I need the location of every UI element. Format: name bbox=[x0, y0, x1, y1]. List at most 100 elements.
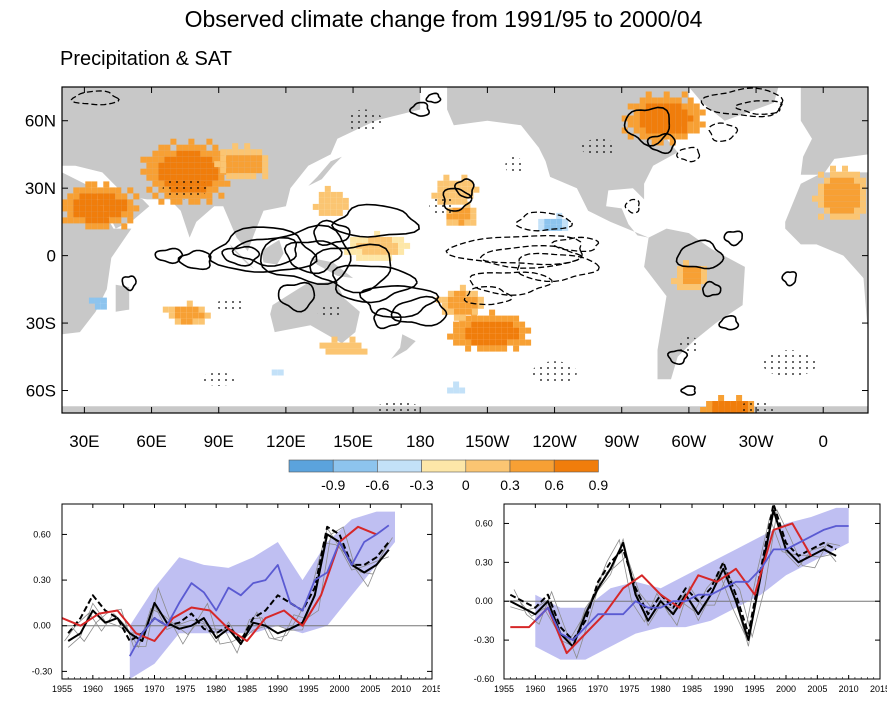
contour-negative bbox=[551, 236, 600, 253]
map-x-tick-label: 60W bbox=[671, 432, 706, 451]
significance-stipple bbox=[581, 138, 618, 157]
anomaly-region bbox=[62, 181, 140, 230]
contour-positive bbox=[453, 178, 475, 199]
contour-negative bbox=[479, 244, 583, 266]
contour-positive bbox=[231, 236, 298, 267]
x-tick-label: 1985 bbox=[682, 684, 702, 694]
x-tick-label: 2010 bbox=[839, 684, 859, 694]
map-x-tick-label: 120W bbox=[532, 432, 576, 451]
map-y-tick-label: 0 bbox=[47, 247, 56, 266]
anomaly-region bbox=[447, 309, 532, 352]
colorbar: -0.9 -0.6 -0.3 0 0.3 0.6 0.9 bbox=[288, 459, 609, 493]
map-x-tick-label: 30E bbox=[69, 432, 99, 451]
x-tick-label: 1955 bbox=[52, 684, 72, 694]
x-tick-label: 1995 bbox=[745, 684, 765, 694]
contour-positive bbox=[177, 249, 212, 271]
series-red-line bbox=[62, 525, 377, 642]
series-blue-line bbox=[129, 524, 390, 657]
x-tick-label: 1975 bbox=[175, 684, 195, 694]
significance-stipple bbox=[200, 372, 237, 386]
significance-stipple bbox=[375, 401, 421, 413]
contour-positive bbox=[154, 247, 184, 265]
contour-negative bbox=[445, 234, 583, 269]
contour-positive bbox=[425, 92, 442, 104]
land-australia bbox=[270, 280, 360, 344]
contour-positive bbox=[313, 219, 351, 247]
x-tick-label: 1960 bbox=[83, 684, 103, 694]
left-timeseries-chart: 1955 1960 1965 1970 1975 1980 1985 1990 1995 2000… bbox=[32, 503, 440, 694]
land-madagascar bbox=[115, 284, 130, 312]
contour-layer bbox=[70, 87, 798, 396]
map-x-tick-label: 150E bbox=[333, 432, 373, 451]
significance-stipple bbox=[532, 361, 577, 384]
colorbar-swatch bbox=[288, 459, 334, 473]
contour-negative bbox=[624, 198, 640, 214]
contour-positive bbox=[121, 275, 137, 292]
contour-positive bbox=[373, 307, 402, 330]
series-red-line bbox=[510, 522, 812, 655]
y-tick-label: 0.60 bbox=[475, 518, 493, 528]
x-tick-label: 1955 bbox=[494, 684, 514, 694]
contour-negative bbox=[516, 252, 600, 283]
contour-negative bbox=[70, 90, 120, 106]
x-tick-label: 1965 bbox=[114, 684, 134, 694]
series-blue-line bbox=[534, 525, 849, 642]
model-spread-band bbox=[129, 511, 396, 679]
significance-stipple bbox=[216, 298, 244, 312]
contour-positive bbox=[718, 314, 740, 331]
colorbar-swatch bbox=[465, 459, 511, 473]
y-tick-label: -0.60 bbox=[474, 674, 495, 684]
anomaly-region bbox=[344, 230, 411, 261]
map-x-tick-label: 0 bbox=[818, 432, 827, 451]
significance-stipple bbox=[346, 109, 383, 132]
anomaly-region bbox=[271, 369, 284, 376]
x-tick-label: 2005 bbox=[807, 684, 827, 694]
right-timeseries-chart: 1955 1960 1965 1970 1975 1980 1985 1990 1995 2000… bbox=[474, 503, 887, 694]
contour-negative bbox=[515, 211, 574, 232]
anomaly-region bbox=[671, 260, 707, 291]
contour-positive bbox=[283, 240, 343, 275]
land-greenland bbox=[688, 87, 779, 121]
y-tick-label: 0.60 bbox=[33, 529, 51, 539]
figure-title: Observed climate change from 1991/95 to … bbox=[184, 6, 703, 32]
anomaly-region bbox=[447, 381, 466, 394]
x-tick-label: 1970 bbox=[144, 684, 164, 694]
contour-positive bbox=[309, 243, 392, 294]
contour-positive bbox=[680, 385, 696, 396]
land-newguinea bbox=[310, 257, 354, 279]
anomaly-region bbox=[214, 143, 269, 180]
anomaly-region bbox=[435, 284, 484, 321]
x-tick-label: 2000 bbox=[776, 684, 796, 694]
map-y-tick-label: 60N bbox=[25, 112, 56, 131]
contour-positive bbox=[207, 226, 318, 273]
colorbar-swatch bbox=[421, 459, 467, 473]
significance-stipple bbox=[505, 156, 524, 175]
colorbar-swatch bbox=[377, 459, 422, 473]
map-x-tick-label: 180 bbox=[406, 432, 434, 451]
contour-positive bbox=[358, 284, 440, 319]
contour-positive bbox=[332, 264, 418, 304]
model-spread-band bbox=[535, 507, 849, 660]
significance-stipple bbox=[762, 350, 817, 377]
ensemble-member-line bbox=[67, 526, 389, 648]
colorbar-label: 0.9 bbox=[589, 477, 609, 493]
colorbar-label: 0.3 bbox=[500, 477, 520, 493]
x-tick-label: 1990 bbox=[713, 684, 733, 694]
map-x-tick-label: 90W bbox=[604, 432, 639, 451]
x-tick-label: 1990 bbox=[268, 684, 288, 694]
significance-stipple bbox=[429, 197, 456, 216]
significance-stipple bbox=[317, 305, 345, 319]
series-black-dashed-line bbox=[509, 504, 837, 642]
x-tick-label: 1965 bbox=[557, 684, 577, 694]
significance-stipple bbox=[677, 336, 701, 355]
x-tick-label: 1970 bbox=[588, 684, 608, 694]
x-tick-label: 2000 bbox=[329, 684, 349, 694]
y-tick-label: -0.30 bbox=[32, 666, 53, 676]
y-tick-label: 0.30 bbox=[33, 575, 51, 585]
map-x-tick-label: 150W bbox=[465, 432, 509, 451]
land-borneo bbox=[261, 239, 284, 265]
panel-subtitle: Precipitation & SAT bbox=[60, 48, 232, 70]
y-tick-label: 0.30 bbox=[475, 557, 493, 567]
x-tick-label: 1980 bbox=[206, 684, 226, 694]
contour-negative bbox=[708, 122, 739, 143]
